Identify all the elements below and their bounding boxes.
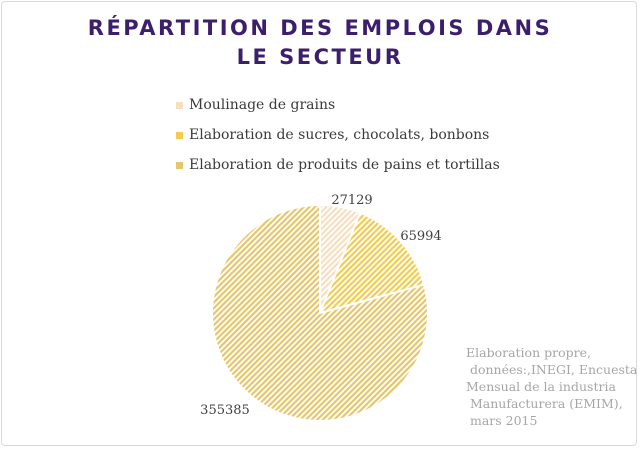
legend-item-moulinage: Moulinage de grains [176,90,500,120]
chart-legend: Moulinage de grains Elaboration de sucre… [176,90,500,180]
legend-swatch-pains [176,161,183,169]
source-note-line-4: Manufacturera (EMIM), [466,396,623,411]
legend-swatch-moulinage [176,101,183,109]
legend-item-sucres: Elaboration de sucres, chocolats, bonbon… [176,120,500,150]
legend-label-pains: Elaboration de produits de pains et tort… [189,157,500,173]
chart-title: RÉPARTITION DES EMPLOIS DANS LE SECTEUR [0,14,640,72]
legend-label-sucres: Elaboration de sucres, chocolats, bonbon… [189,127,490,143]
source-note: Elaboration propre, données:,INEGI, Encu… [466,344,638,429]
data-label-sucres: 65994 [400,229,441,244]
legend-item-pains: Elaboration de produits de pains et tort… [176,150,500,180]
source-note-line-5: mars 2015 [466,413,538,428]
pie-data-labels: 27129 65994 355385 [200,193,442,418]
source-note-line-1: Elaboration propre, [466,345,591,360]
pie-slices [211,203,429,422]
data-label-pains: 355385 [200,403,250,418]
data-label-moulinage: 27129 [331,193,372,208]
source-note-line-3: Mensual de la industria [466,379,616,394]
chart-title-line-2: LE SECTEUR [236,45,404,69]
legend-label-moulinage: Moulinage de grains [189,97,336,113]
pie-slice-sucres [318,211,426,315]
chart-title-line-1: RÉPARTITION DES EMPLOIS DANS [87,16,553,40]
legend-swatch-sucres [176,131,183,139]
pie-slice-pains [211,203,429,422]
source-note-line-2: données:,INEGI, Encuesta [466,362,638,377]
